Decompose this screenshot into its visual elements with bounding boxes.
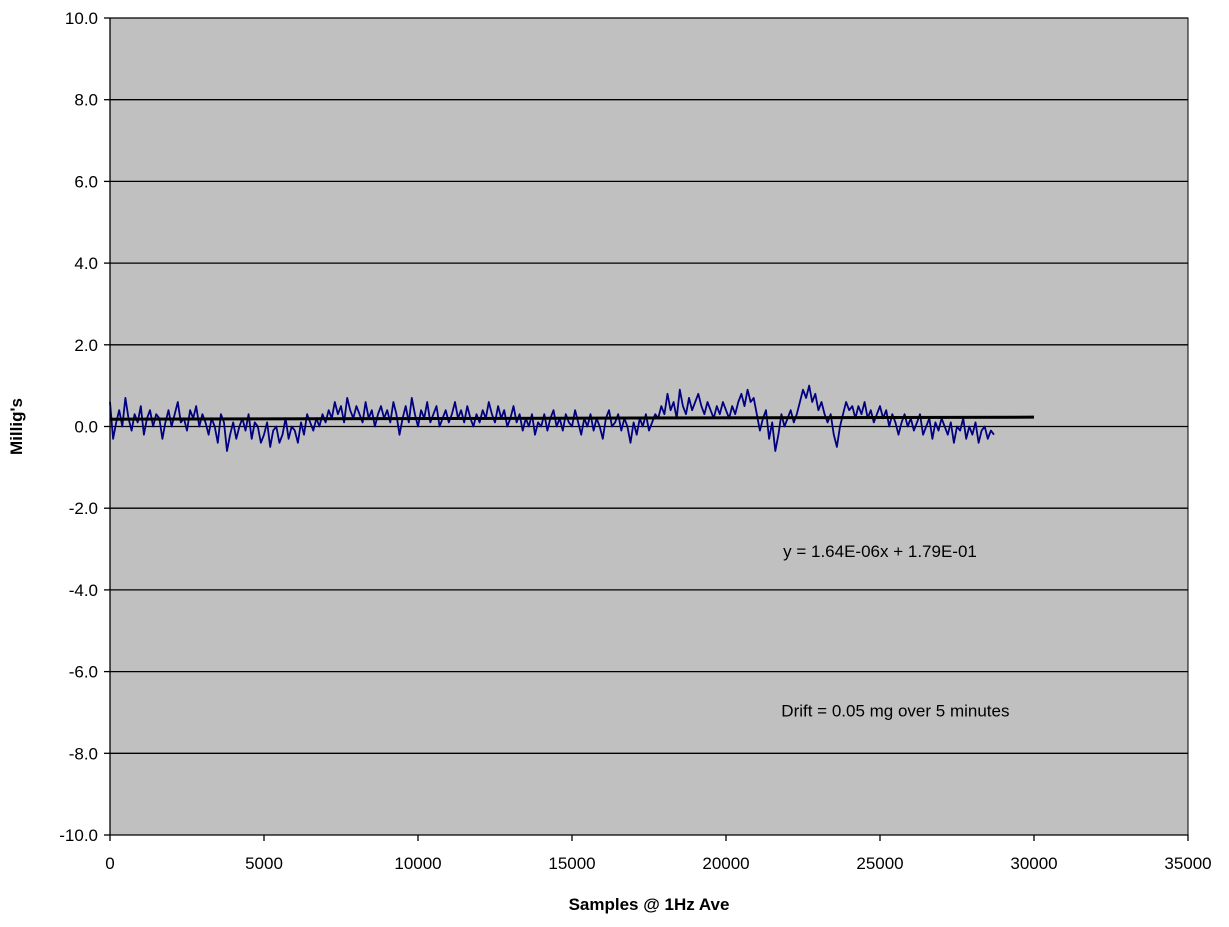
y-tick-label: 10.0	[65, 9, 98, 28]
y-tick-label: 2.0	[74, 336, 98, 355]
trendline-equation-label: y = 1.64E-06x + 1.79E-01	[783, 542, 977, 561]
y-tick-label: 4.0	[74, 254, 98, 273]
linear-trendline	[109, 415, 1035, 421]
y-tick-label: -8.0	[69, 744, 98, 763]
x-tick-label: 0	[105, 854, 114, 873]
x-tick-label: 10000	[394, 854, 441, 873]
y-tick-label: 8.0	[74, 91, 98, 110]
axes	[104, 17, 1189, 841]
x-tick-label: 30000	[1010, 854, 1057, 873]
y-tick-label: -6.0	[69, 663, 98, 682]
x-tick-label: 15000	[548, 854, 595, 873]
gridlines	[110, 17, 1188, 754]
x-tick-label: 5000	[245, 854, 283, 873]
y-tick-label: 0.0	[74, 418, 98, 437]
tick-labels: 10.0 8.0 6.0 4.0 2.0 0.0 -2.0 -4.0 -6.0 -8.0 -10.0…	[59, 9, 1211, 873]
drift-annotation-label: Drift = 0.05 mg over 5 minutes	[781, 702, 1009, 721]
x-tick-label: 25000	[856, 854, 903, 873]
measurement-series-line	[109, 384, 995, 452]
y-tick-label: -4.0	[69, 581, 98, 600]
x-tick-label: 35000	[1164, 854, 1211, 873]
y-tick-label: -2.0	[69, 499, 98, 518]
y-axis-title: Millig's	[7, 398, 26, 455]
x-tick-label: 20000	[702, 854, 749, 873]
y-tick-label: -10.0	[59, 826, 98, 845]
x-axis-title: Samples @ 1Hz Ave	[569, 895, 730, 914]
y-tick-label: 6.0	[74, 172, 98, 191]
series-layer	[109, 384, 1035, 452]
